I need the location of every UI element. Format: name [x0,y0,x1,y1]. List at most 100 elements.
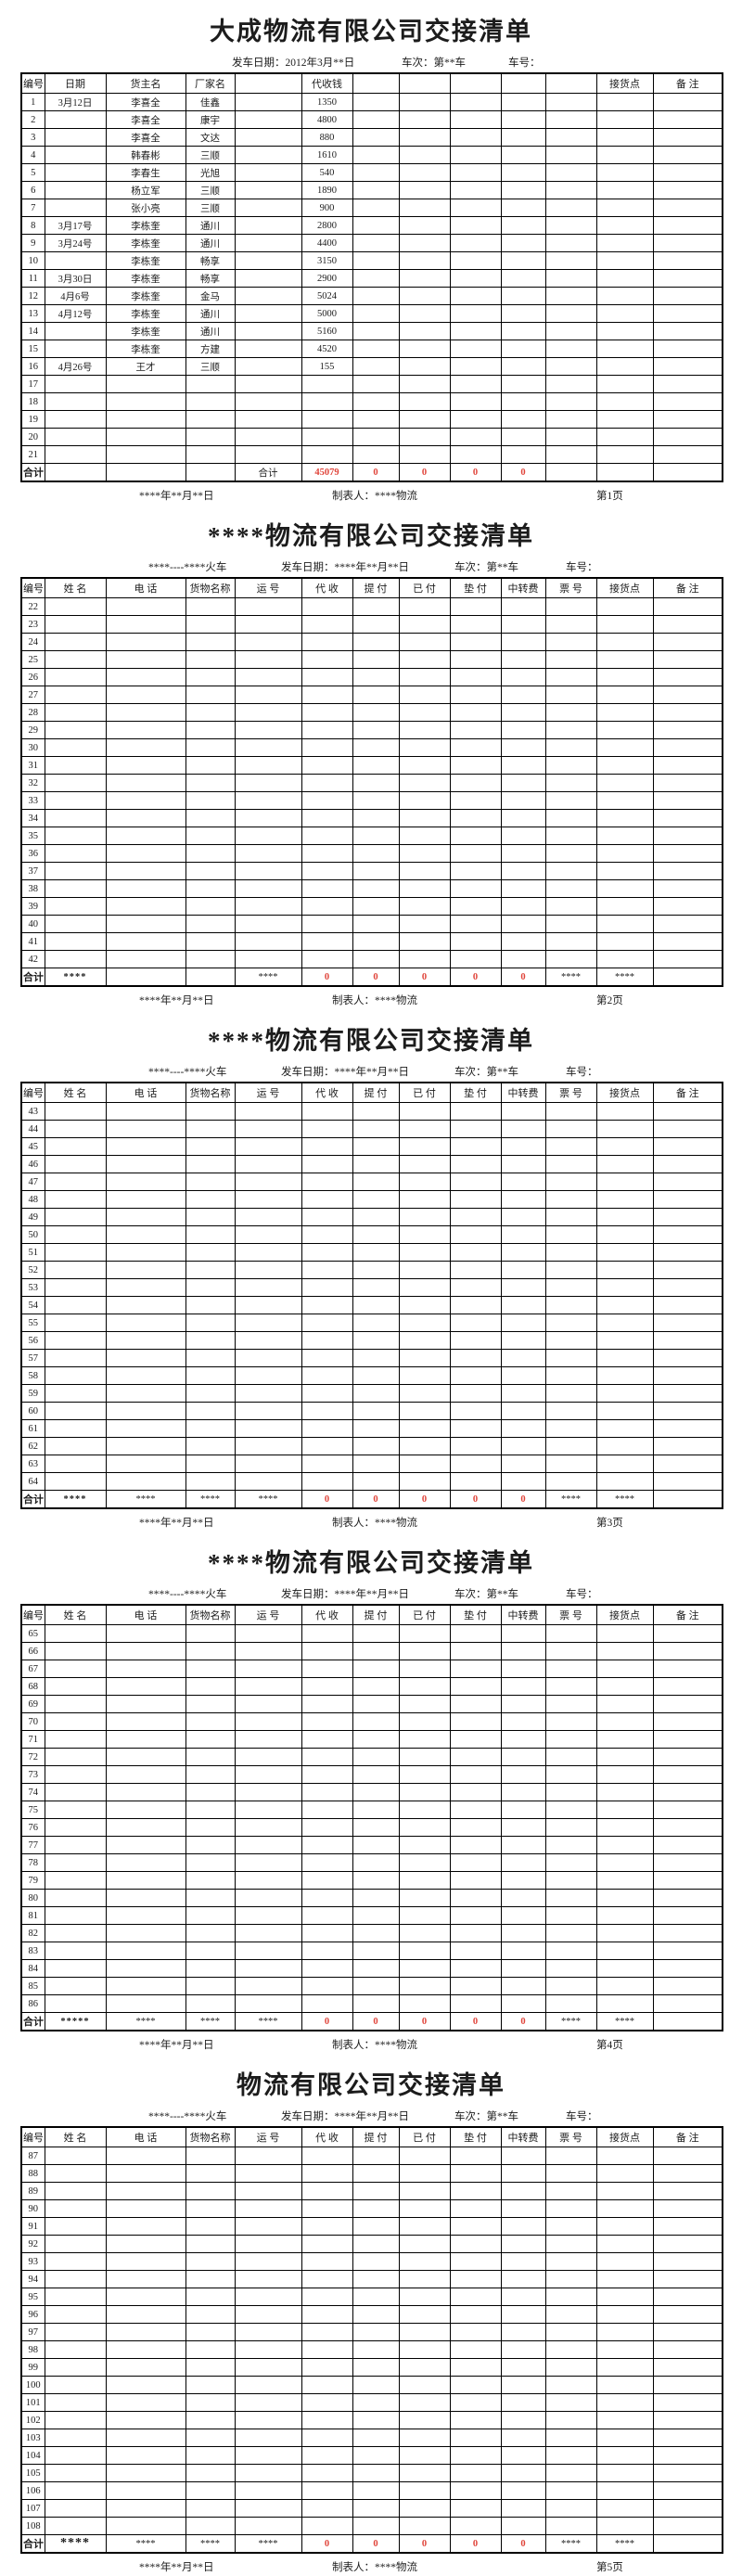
remark-cell [652,1783,723,1801]
ticket-no-cell [544,410,597,429]
advance-cell [449,445,502,464]
waybill-cell [234,1472,302,1491]
paid-cell [398,251,451,270]
subheader-train: ****----****火车 [148,1067,227,1078]
pickup-pay-cell [352,1120,400,1138]
paid-cell [398,375,451,393]
waybill-cell [234,410,302,429]
pickup-pay-cell [352,2446,400,2465]
paid-cell [398,2446,451,2465]
receive-point-cell [595,1660,654,1678]
paid-cell [398,2323,451,2341]
phone-cell: **** [105,2534,186,2554]
table-row: 23 [20,615,723,634]
table-row: 60 [20,1402,723,1420]
ticket-no-cell [544,1853,597,1872]
row-number-cell: 41 [20,932,45,951]
table-row: 53 [20,1278,723,1297]
phone-cell [105,2376,186,2394]
receive-point-cell [595,1889,654,1907]
collect-cell [301,1120,353,1138]
waybill-cell [234,2358,302,2377]
phone-cell: 李栋奎 [105,287,186,305]
goods-cell: 三顺 [185,357,236,376]
ticket-no-cell [544,1712,597,1731]
phone-cell [105,2217,186,2236]
remark-cell [652,2340,723,2359]
row-number-cell: 2 [20,110,45,129]
paid-cell [398,2270,451,2288]
row-number-cell: 55 [20,1314,45,1332]
phone-cell [105,2235,186,2253]
receive-point-cell [595,1102,654,1121]
name-cell [44,1472,107,1491]
pickup-pay-cell [352,269,400,288]
waybill-cell [234,1173,302,1191]
goods-cell: **** [185,2012,236,2031]
pickup-pay-cell [352,791,400,810]
remark-cell [652,1942,723,1960]
name-cell [44,1942,107,1960]
goods-cell [185,1296,236,1314]
goods-cell [185,1120,236,1138]
name-cell [44,827,107,845]
pickup-pay-cell [352,357,400,376]
collect-cell [301,2182,353,2200]
remark-cell [652,2376,723,2394]
goods-cell [185,932,236,951]
collect-cell [301,1349,353,1367]
waybill-cell [234,1977,302,1995]
receive-point-cell [595,1455,654,1473]
transfer-fee-cell [500,1155,546,1173]
goods-cell [185,1906,236,1925]
phone-cell [105,2481,186,2500]
page-title: 物流有限公司交接清单 [237,2071,505,2099]
remark-cell [652,1730,723,1749]
phone-cell [105,1924,186,1942]
advance-cell [449,897,502,916]
remark-cell [652,2499,723,2518]
goods-cell [185,2499,236,2518]
column-header: 编号 [20,1604,45,1625]
remark-cell [652,2012,723,2031]
remark-cell [652,410,723,429]
waybill-cell [234,287,302,305]
receive-point-cell [595,1942,654,1960]
table-row: 92 [20,2235,723,2253]
ticket-no-cell: **** [544,968,597,987]
footer-date: ****年**月**日 [139,995,214,1006]
pickup-pay-cell [352,392,400,411]
ticket-no-cell [544,2270,597,2288]
pickup-pay-cell [352,756,400,775]
waybill-cell [234,1102,302,1121]
subheader-trip-number: 车次：第**车 [454,1067,518,1078]
receive-point-cell [595,1120,654,1138]
goods-cell [185,1173,236,1191]
pickup-pay-cell [352,1190,400,1209]
column-header: 中转费 [500,1082,546,1103]
remark-cell [652,1173,723,1191]
receive-point-cell [595,2358,654,2377]
phone-cell [105,2305,186,2324]
ticket-no-cell [544,1889,597,1907]
column-header: 货物名称 [185,1082,236,1103]
remark-cell [652,1871,723,1890]
receive-point-cell [595,1349,654,1367]
transfer-fee-cell [500,1190,546,1209]
waybill-cell [234,1208,302,1226]
phone-cell [105,650,186,669]
ticket-no-cell [544,1836,597,1854]
paid-cell [398,844,451,863]
transfer-fee-cell [500,1472,546,1491]
table-row: 107 [20,2499,723,2518]
transfer-fee-cell [500,1419,546,1438]
paid-cell [398,650,451,669]
transfer-fee-cell [500,1642,546,1660]
receive-point-cell [595,1472,654,1491]
advance-cell [449,304,502,323]
column-header: 中转费 [500,577,546,598]
table-row: 46 [20,1155,723,1173]
pickup-pay-cell [352,1889,400,1907]
paid-cell [398,738,451,757]
goods-cell [185,2252,236,2271]
